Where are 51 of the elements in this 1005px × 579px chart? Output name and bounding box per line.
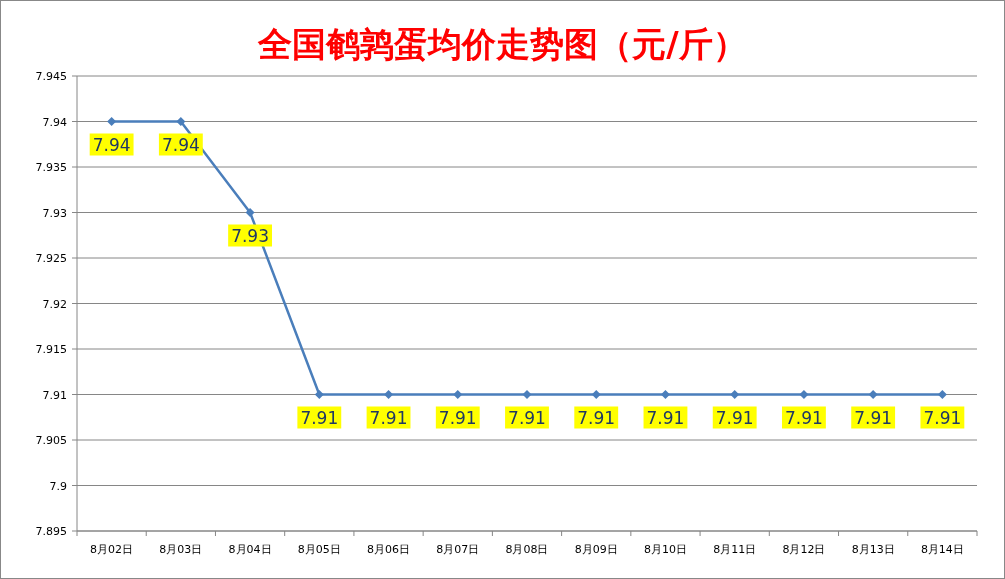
data-label: 7.91 bbox=[508, 407, 546, 428]
x-tick-label: 8月14日 bbox=[920, 543, 964, 556]
point bbox=[868, 390, 878, 399]
point bbox=[799, 390, 809, 399]
data-label: 7.91 bbox=[438, 407, 477, 428]
data-label: 7.94 bbox=[161, 134, 200, 155]
x-tick-label: 8月03日 bbox=[159, 543, 203, 556]
point bbox=[522, 390, 532, 399]
x-tick-label: 8月11日 bbox=[713, 543, 757, 556]
y-tick-label: 7.94 bbox=[42, 115, 67, 129]
point bbox=[937, 390, 947, 399]
x-tick-label: 8月07日 bbox=[436, 543, 480, 556]
x-tick-label: 8月08日 bbox=[505, 543, 549, 556]
y-tick-label: 7.915 bbox=[35, 343, 67, 356]
x-tick-label: 8月09日 bbox=[574, 543, 618, 556]
point bbox=[176, 117, 186, 126]
y-tick-label: 7.93 bbox=[42, 206, 67, 220]
point bbox=[453, 390, 463, 399]
x-tick-label: 8月02日 bbox=[90, 543, 134, 556]
y-tick-label: 7.92 bbox=[42, 297, 67, 311]
point bbox=[245, 208, 255, 217]
data-label: 7.91 bbox=[923, 407, 962, 428]
data-label: 7.91 bbox=[577, 407, 616, 428]
y-tick-label: 7.91 bbox=[42, 388, 67, 402]
data-label: 7.93 bbox=[231, 225, 270, 246]
point bbox=[660, 390, 670, 399]
y-tick-label: 7.945 bbox=[35, 70, 67, 83]
y-tick-label: 7.895 bbox=[35, 525, 67, 538]
x-tick-label: 8月12日 bbox=[782, 543, 826, 556]
x-tick-label: 8月10日 bbox=[643, 543, 687, 556]
point bbox=[591, 390, 601, 399]
x-tick-label: 8月05日 bbox=[297, 543, 341, 556]
x-tick-label: 8月06日 bbox=[367, 543, 411, 556]
chart-title: 全国鹌鹑蛋均价走势图（元/斤） bbox=[257, 24, 747, 64]
y-tick-label: 7.925 bbox=[35, 252, 67, 265]
data-label: 7.94 bbox=[92, 134, 131, 155]
data-label: 7.91 bbox=[784, 407, 823, 428]
data-label: 7.91 bbox=[369, 407, 408, 428]
data-label: 7.91 bbox=[854, 407, 893, 428]
x-tick-label: 8月04日 bbox=[228, 543, 272, 556]
y-tick-label: 7.9 bbox=[49, 479, 67, 493]
point bbox=[314, 390, 324, 399]
data-label: 7.91 bbox=[715, 407, 754, 428]
data-label: 7.91 bbox=[300, 407, 339, 428]
x-tick-label: 8月13日 bbox=[851, 543, 895, 556]
point bbox=[730, 390, 740, 399]
point bbox=[107, 117, 117, 126]
data-label: 7.91 bbox=[646, 407, 685, 428]
y-tick-label: 7.905 bbox=[35, 434, 67, 447]
point bbox=[384, 390, 394, 399]
y-tick-label: 7.935 bbox=[35, 161, 67, 174]
